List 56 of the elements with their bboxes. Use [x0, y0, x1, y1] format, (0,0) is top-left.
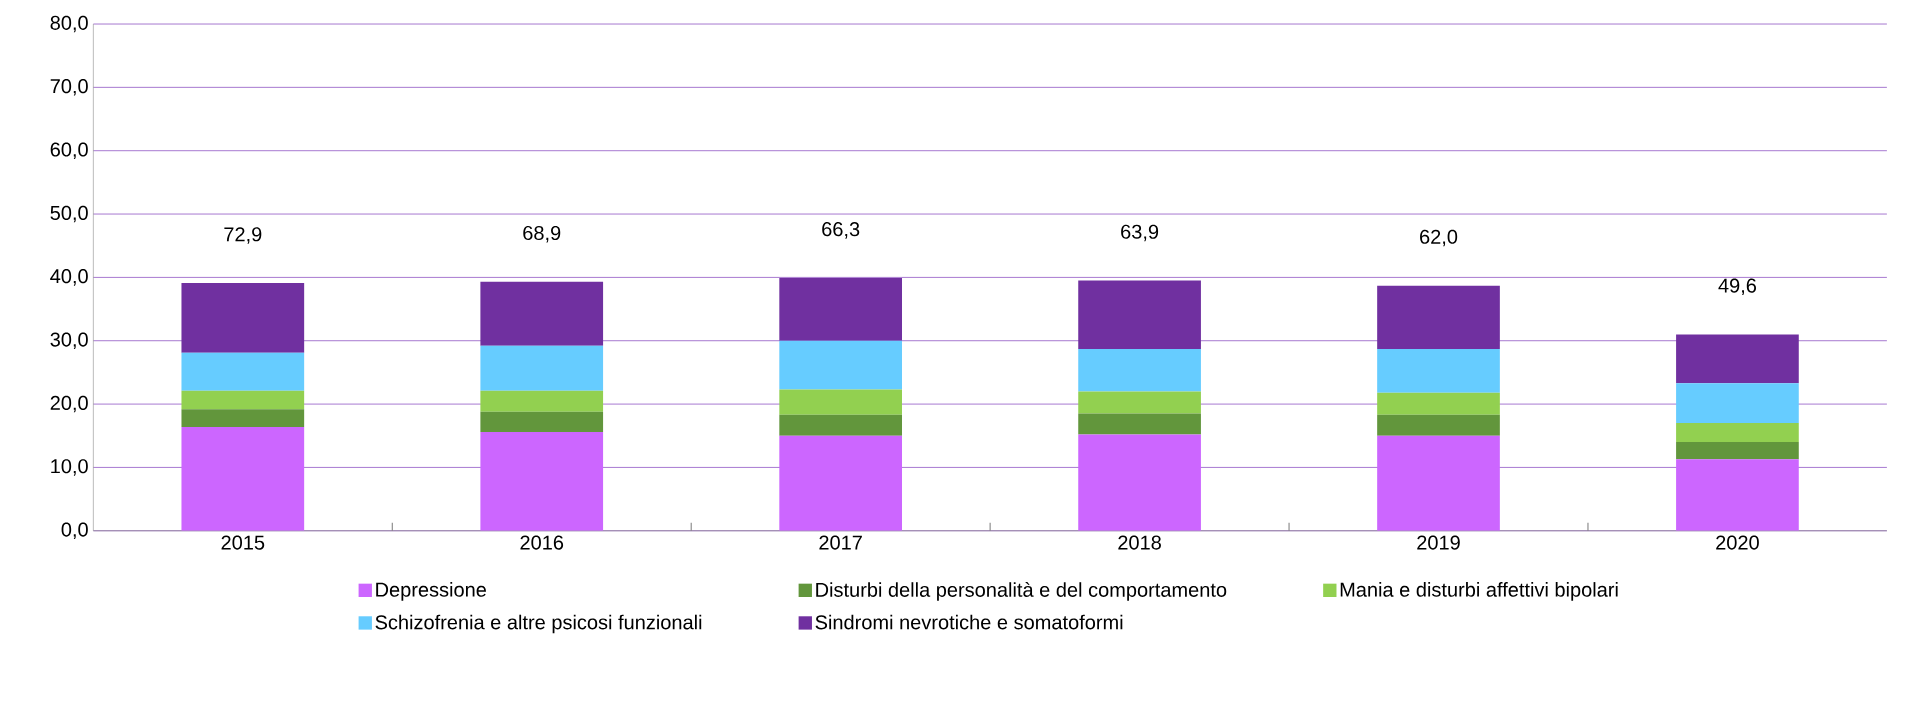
bar: [181, 352, 305, 391]
y-tick-label: 60,0: [50, 142, 88, 159]
annotation: 49,6: [1718, 278, 1757, 295]
bar: [1676, 459, 1799, 531]
x-tick-label: 2018: [1118, 535, 1161, 550]
legend-label: Depressione: [376, 582, 486, 601]
annotation: 68,9: [523, 225, 561, 243]
x-tick-label: 2019: [1417, 535, 1460, 550]
y-tick-label: 40,0: [50, 269, 88, 286]
bar: [181, 409, 305, 427]
legend-label: Sindromi nevrotiche e somatoformi: [815, 614, 1123, 630]
x-tick-label: 2017: [819, 535, 862, 550]
legend-label: Disturbi della personalità e del comportamento: [816, 581, 1227, 601]
bar: [1078, 413, 1201, 435]
y-tick-label: 80,0: [50, 15, 88, 33]
bar: [1377, 392, 1500, 415]
y-tick-label: 0,0: [61, 522, 88, 539]
bar: [1676, 442, 1799, 460]
annotation: 62,0: [1420, 229, 1458, 247]
bar: [1377, 348, 1500, 393]
bar: [1078, 348, 1201, 392]
bar: [1676, 423, 1799, 443]
annotation: 66,3: [822, 222, 860, 239]
bar: [480, 281, 604, 346]
annotation: 72,9: [224, 227, 262, 244]
bar: [480, 411, 604, 432]
y-tick-label: 20,0: [50, 395, 88, 413]
bar: [1078, 434, 1201, 531]
bar: [1377, 285, 1500, 349]
bar: [779, 277, 902, 341]
legend-label: Schizofrenia e altre psicosi funzionali: [375, 614, 702, 634]
bar: [480, 390, 604, 412]
bar: [1078, 280, 1201, 349]
bar: [1078, 391, 1201, 414]
bar: [779, 435, 902, 531]
bar: [1676, 334, 1799, 384]
x-tick-label: 2015: [221, 535, 265, 550]
annotation: 63,9: [1121, 224, 1159, 242]
bar: [181, 283, 305, 353]
bar: [480, 345, 604, 391]
legend-label: Mania e disturbi affettivi bipolari: [1340, 582, 1618, 601]
y-tick-label: 70,0: [50, 79, 88, 96]
bar: [1676, 383, 1799, 424]
bar: [779, 340, 902, 390]
x-tick-label: 2020: [1716, 535, 1759, 550]
bar: [480, 431, 604, 531]
y-tick-label: 50,0: [50, 205, 88, 223]
bar: [181, 390, 305, 410]
y-tick-label: 10,0: [51, 459, 88, 476]
bar: [1377, 414, 1500, 436]
y-tick-label: 30,0: [50, 332, 88, 349]
bar: [779, 414, 902, 436]
bar: [181, 426, 305, 531]
x-tick-label: 2016: [520, 535, 564, 550]
bar: [1377, 435, 1500, 531]
bar: [779, 389, 902, 415]
